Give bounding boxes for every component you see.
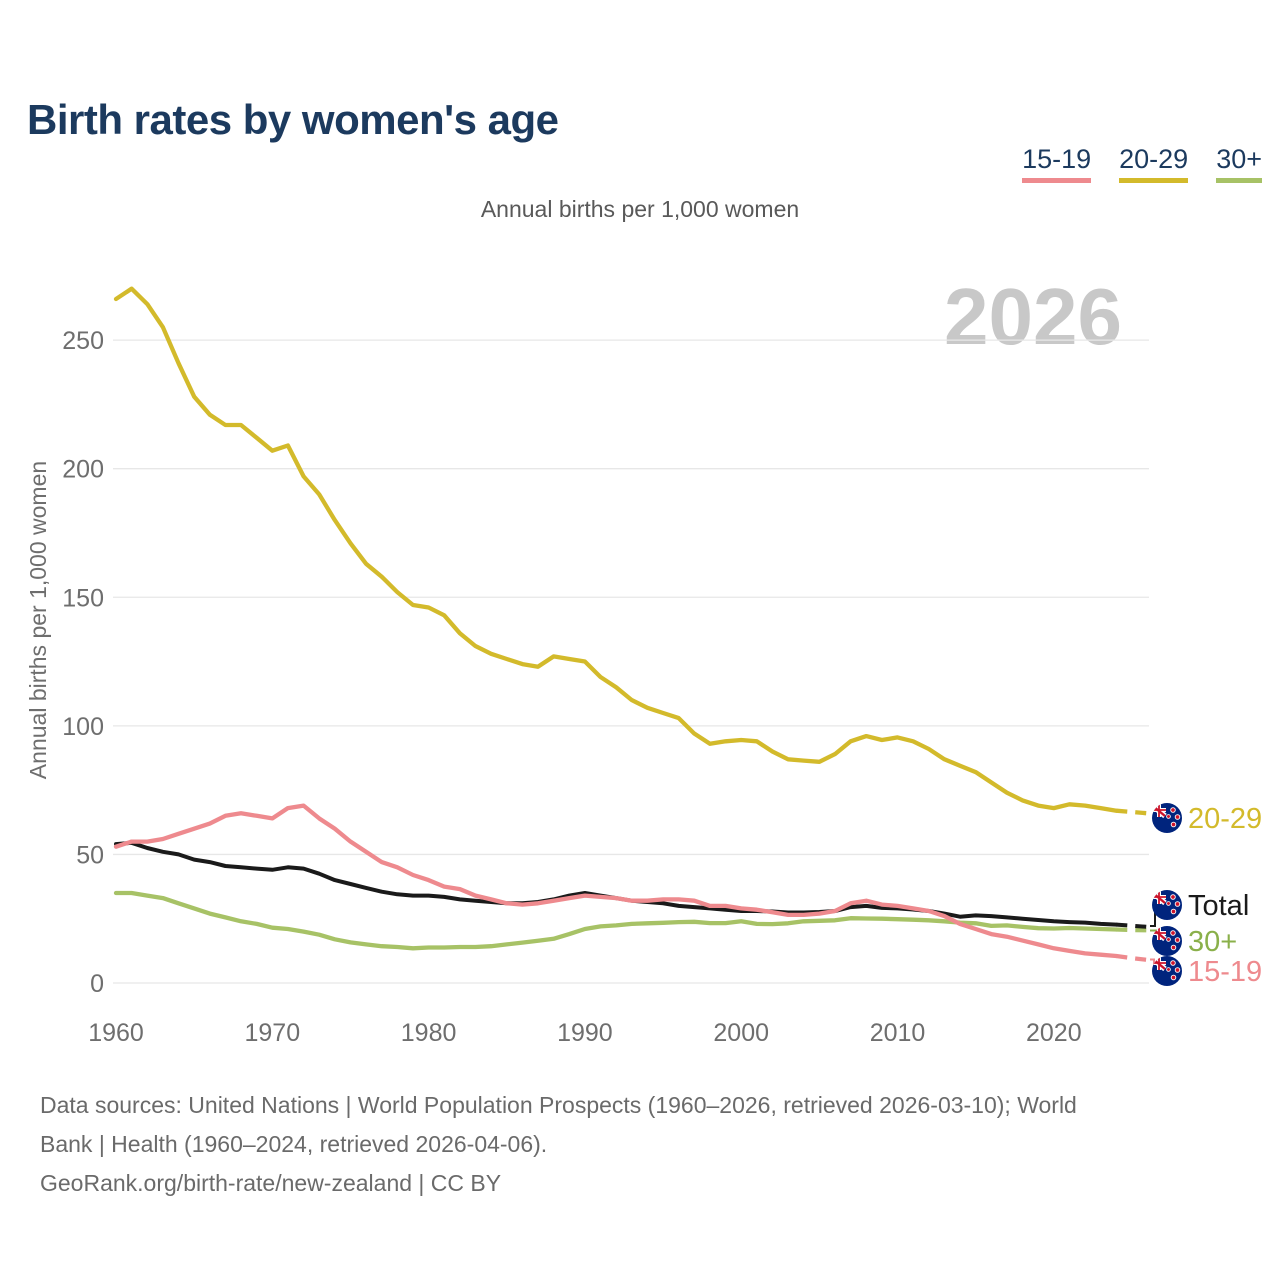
y-tick-label: 250 bbox=[62, 327, 104, 355]
y-tick-label: 150 bbox=[62, 584, 104, 612]
chart-subtitle: Annual births per 1,000 women bbox=[480, 196, 800, 222]
footer-line: GeoRank.org/birth-rate/new-zealand | CC … bbox=[40, 1170, 502, 1196]
page-title: Birth rates by women's age bbox=[27, 96, 559, 144]
x-tick-label: 2000 bbox=[713, 1019, 769, 1047]
x-tick-label: 1980 bbox=[401, 1019, 457, 1047]
legend-item-30plus[interactable]: 30+ bbox=[1216, 144, 1262, 183]
y-tick-label: 100 bbox=[62, 713, 104, 741]
nz-flag-icon bbox=[1151, 955, 1182, 986]
legend-label: 15-19 bbox=[1022, 144, 1092, 174]
watermark-year: 2026 bbox=[944, 272, 1122, 361]
series-lines bbox=[113, 286, 1148, 963]
end-label-30+: 30+ bbox=[1188, 926, 1237, 958]
legend-label: 20-29 bbox=[1119, 144, 1189, 174]
end-label-15-19: 15-19 bbox=[1188, 956, 1262, 988]
footer-line: Bank | Health (1960–2024, retrieved 2026… bbox=[40, 1131, 548, 1157]
y-axis-label: Annual births per 1,000 women bbox=[25, 461, 51, 779]
series-line-30+-projection bbox=[1116, 927, 1148, 933]
series-line-15-19 bbox=[113, 803, 1119, 959]
legend: 15-19 20-29 30+ bbox=[1022, 144, 1262, 183]
series-line-15-19-projection bbox=[1116, 953, 1148, 963]
legend-label: 30+ bbox=[1216, 144, 1262, 174]
x-tick-label: 1960 bbox=[88, 1019, 144, 1047]
series-line-20-29-projection bbox=[1116, 808, 1148, 816]
nz-flag-icon bbox=[1151, 802, 1182, 833]
x-tick-label: 1970 bbox=[244, 1019, 300, 1047]
end-label-Total: Total bbox=[1188, 890, 1249, 922]
legend-item-20-29[interactable]: 20-29 bbox=[1119, 144, 1189, 183]
footer-line: Data sources: United Nations | World Pop… bbox=[40, 1092, 1077, 1118]
end-label-20-29: 20-29 bbox=[1188, 803, 1262, 835]
x-axis-ticks: 1960 1970 1980 1990 2000 2010 2020 bbox=[88, 1019, 1081, 1047]
y-tick-label: 0 bbox=[90, 970, 104, 998]
y-axis-ticks: 0 50 100 150 200 250 bbox=[62, 327, 104, 998]
x-tick-label: 1990 bbox=[557, 1019, 613, 1047]
y-tick-label: 50 bbox=[76, 841, 104, 869]
series-line-Total-projection bbox=[1116, 922, 1148, 929]
series-line-30+ bbox=[113, 890, 1119, 951]
gridlines bbox=[113, 339, 1149, 984]
x-tick-label: 2020 bbox=[1026, 1019, 1082, 1047]
series-line-20-29 bbox=[113, 286, 1119, 813]
end-labels: 20-29 Total 30+15-19 bbox=[1151, 802, 1262, 988]
y-tick-label: 200 bbox=[62, 456, 104, 484]
legend-item-15-19[interactable]: 15-19 bbox=[1022, 144, 1092, 183]
x-tick-label: 2010 bbox=[870, 1019, 926, 1047]
footer-attribution: Data sources: United Nations | World Pop… bbox=[40, 1086, 1077, 1203]
series-line-Total bbox=[114, 840, 1119, 927]
